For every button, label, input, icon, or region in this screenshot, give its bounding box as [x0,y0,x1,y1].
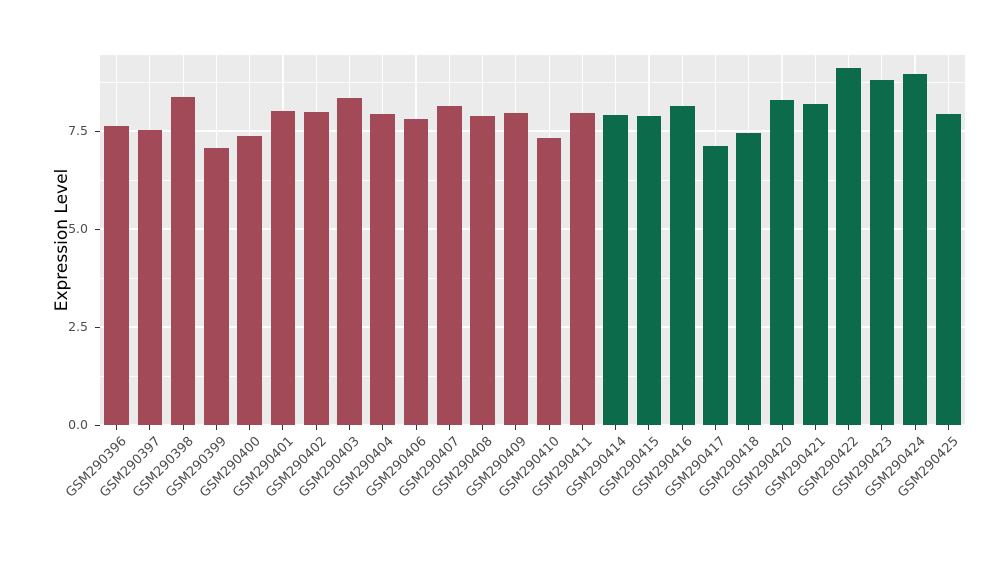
x-tick-mark [548,425,550,430]
x-tick-mark [415,425,417,430]
x-tick-mark [448,425,450,430]
x-tick-mark [581,425,583,430]
y-tick-mark [95,130,100,132]
x-tick-mark [349,425,351,430]
bar-GSM290424 [902,74,928,425]
bar-GSM290425 [936,114,961,425]
x-tick-mark [149,425,151,430]
bar-GSM290407 [437,105,462,425]
gridline-major [100,326,965,328]
bar-GSM290411 [570,112,595,425]
x-tick-mark [881,425,883,430]
y-tick-label: 0.0 [68,417,88,432]
bar-GSM290416 [669,105,695,425]
bar-GSM290410 [536,137,562,425]
bar-GSM290420 [769,100,795,425]
y-tick-mark [95,228,100,230]
x-tick-mark [182,425,184,430]
x-tick-mark [615,425,617,430]
x-tick-mark [947,425,949,430]
gridline-major [100,130,965,132]
gridline-major [100,424,965,426]
bar-GSM290401 [270,110,296,425]
bar-GSM290423 [869,80,895,425]
x-tick-mark [315,425,317,430]
bar-GSM290397 [137,130,163,425]
x-tick-mark [814,425,816,430]
y-tick-label: 2.5 [68,319,88,334]
x-tick-mark [116,425,118,430]
gridline-minor [100,277,965,279]
x-tick-mark [215,425,217,430]
x-tick-mark [848,425,850,430]
bar-GSM290414 [603,115,628,425]
bar-GSM290409 [503,113,529,425]
gridline-minor [100,81,965,83]
x-tick-mark [748,425,750,430]
x-tick-mark [714,425,716,430]
x-tick-mark [282,425,284,430]
y-tick-label: 5.0 [68,221,88,237]
x-tick-mark [781,425,783,430]
x-tick-mark [681,425,683,430]
gridline-minor [100,375,965,377]
gridline-major [100,228,965,230]
x-tick-mark [482,425,484,430]
bar-GSM290400 [237,135,262,425]
y-tick-mark [95,326,100,328]
bar-GSM290406 [403,119,429,425]
plot-panel [100,55,965,426]
gridline-minor [100,179,965,181]
bar-GSM290415 [636,116,662,425]
bar-GSM290422 [836,68,861,425]
y-tick-mark [95,424,100,426]
x-tick-mark [648,425,650,430]
bar-GSM290398 [170,96,196,425]
bar-GSM290418 [736,133,762,425]
bar-GSM290421 [802,103,828,425]
bar-GSM290396 [104,126,129,425]
bar-GSM290399 [204,147,229,425]
bar-GSM290417 [703,145,728,425]
y-axis-title: Expression Level [52,168,72,312]
bar-GSM290408 [470,116,495,425]
x-tick-mark [914,425,916,430]
x-tick-mark [382,425,384,430]
bar-GSM290404 [370,114,396,425]
x-tick-mark [515,425,517,430]
x-tick-mark [249,425,251,430]
bar-GSM290402 [303,112,329,425]
bar-GSM290403 [337,97,362,425]
y-tick-label: 7.5 [68,123,88,139]
